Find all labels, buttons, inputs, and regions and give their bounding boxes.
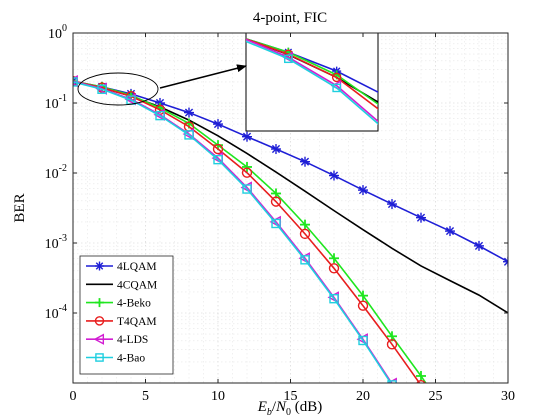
data-point (329, 253, 339, 264)
y-tick-label: 10-1 (45, 93, 67, 112)
y-tick-label: 10-3 (45, 233, 67, 252)
series-line (73, 81, 392, 383)
data-point (97, 84, 107, 94)
data-point (299, 228, 311, 240)
data-point (95, 261, 104, 271)
data-point (416, 380, 426, 383)
data-point (184, 107, 194, 118)
data-point (328, 263, 340, 274)
data-point (329, 294, 339, 304)
data-point (445, 414, 455, 420)
data-point (155, 110, 165, 121)
zoom-arrow (159, 64, 247, 89)
x-label-e-sub: b (267, 407, 272, 418)
legend-label: 4CQAM (117, 279, 157, 291)
data-point (93, 333, 105, 345)
data-point (387, 380, 397, 383)
data-point (416, 212, 426, 223)
data-point (416, 370, 426, 381)
data-point (212, 143, 224, 155)
data-point (184, 130, 194, 140)
x-tick-label: 25 (429, 389, 443, 404)
zoom-inset (245, 32, 379, 132)
x-label-e: E (257, 399, 267, 415)
x-label-slash: / (272, 399, 277, 415)
data-point (474, 240, 484, 251)
data-point (270, 196, 282, 207)
y-tick-label: 10-2 (45, 163, 67, 182)
x-tick-label: 30 (501, 389, 515, 404)
data-point (503, 256, 508, 267)
inset-series-line (246, 40, 378, 125)
x-label-n: N (275, 399, 287, 415)
data-point (332, 83, 341, 93)
data-point (284, 54, 293, 64)
series-group (73, 75, 508, 420)
data-point (300, 219, 310, 230)
x-tick-label: 10 (211, 389, 225, 404)
x-label-n-sub: 0 (286, 407, 291, 418)
x-tick-label: 20 (356, 389, 370, 404)
data-point (329, 170, 339, 181)
data-point (386, 339, 398, 350)
data-point (241, 167, 253, 178)
data-point (242, 184, 252, 194)
data-point (271, 218, 281, 229)
inset-series-group (246, 37, 378, 125)
data-point (242, 131, 252, 142)
legend-label: 4-Beko (117, 298, 151, 310)
x-tick-label: 15 (284, 389, 298, 404)
series-line (73, 80, 508, 263)
zoom-region-ellipse (77, 72, 159, 106)
inset-series-line (246, 38, 378, 110)
inset-series-line (246, 37, 378, 106)
y-tick-label: 10-4 (45, 303, 67, 322)
data-point (95, 298, 104, 308)
data-point (357, 300, 369, 311)
data-point (445, 226, 455, 237)
x-label-unit: (dB) (291, 399, 322, 415)
data-point (213, 154, 223, 165)
data-point (95, 353, 104, 362)
data-point (94, 316, 105, 326)
y-axis-label: BER (12, 193, 28, 222)
data-point (358, 290, 368, 301)
inset-series-line (246, 38, 378, 123)
chart-title: 4-point, FIC (253, 10, 327, 26)
data-point (73, 77, 78, 87)
x-axis-label: Eb/N0 (dB) (257, 399, 323, 418)
data-point (358, 335, 368, 346)
data-point (387, 199, 397, 210)
data-point (300, 156, 310, 167)
data-point (358, 185, 368, 196)
data-point (213, 119, 223, 130)
data-point (300, 255, 310, 265)
axis-ticks: 0 5 10 15 20 25 30 100 10-1 10-2 10-3 10-4 (45, 23, 515, 404)
data-point (271, 144, 281, 155)
x-tick-label: 0 (70, 389, 77, 404)
x-tick-label: 5 (142, 389, 149, 404)
y-tick-label: 100 (48, 23, 67, 42)
legend-label: T4QAM (117, 316, 157, 328)
legend-label: 4-Bao (117, 353, 145, 365)
data-point (331, 72, 342, 83)
legend-label: 4-LDS (117, 334, 148, 346)
legend-label: 4LQAM (117, 261, 157, 273)
legend: 4LQAM 4CQAM 4-Beko T4QAM 4-LDS 4-Bao (79, 255, 174, 375)
data-point (242, 161, 252, 172)
